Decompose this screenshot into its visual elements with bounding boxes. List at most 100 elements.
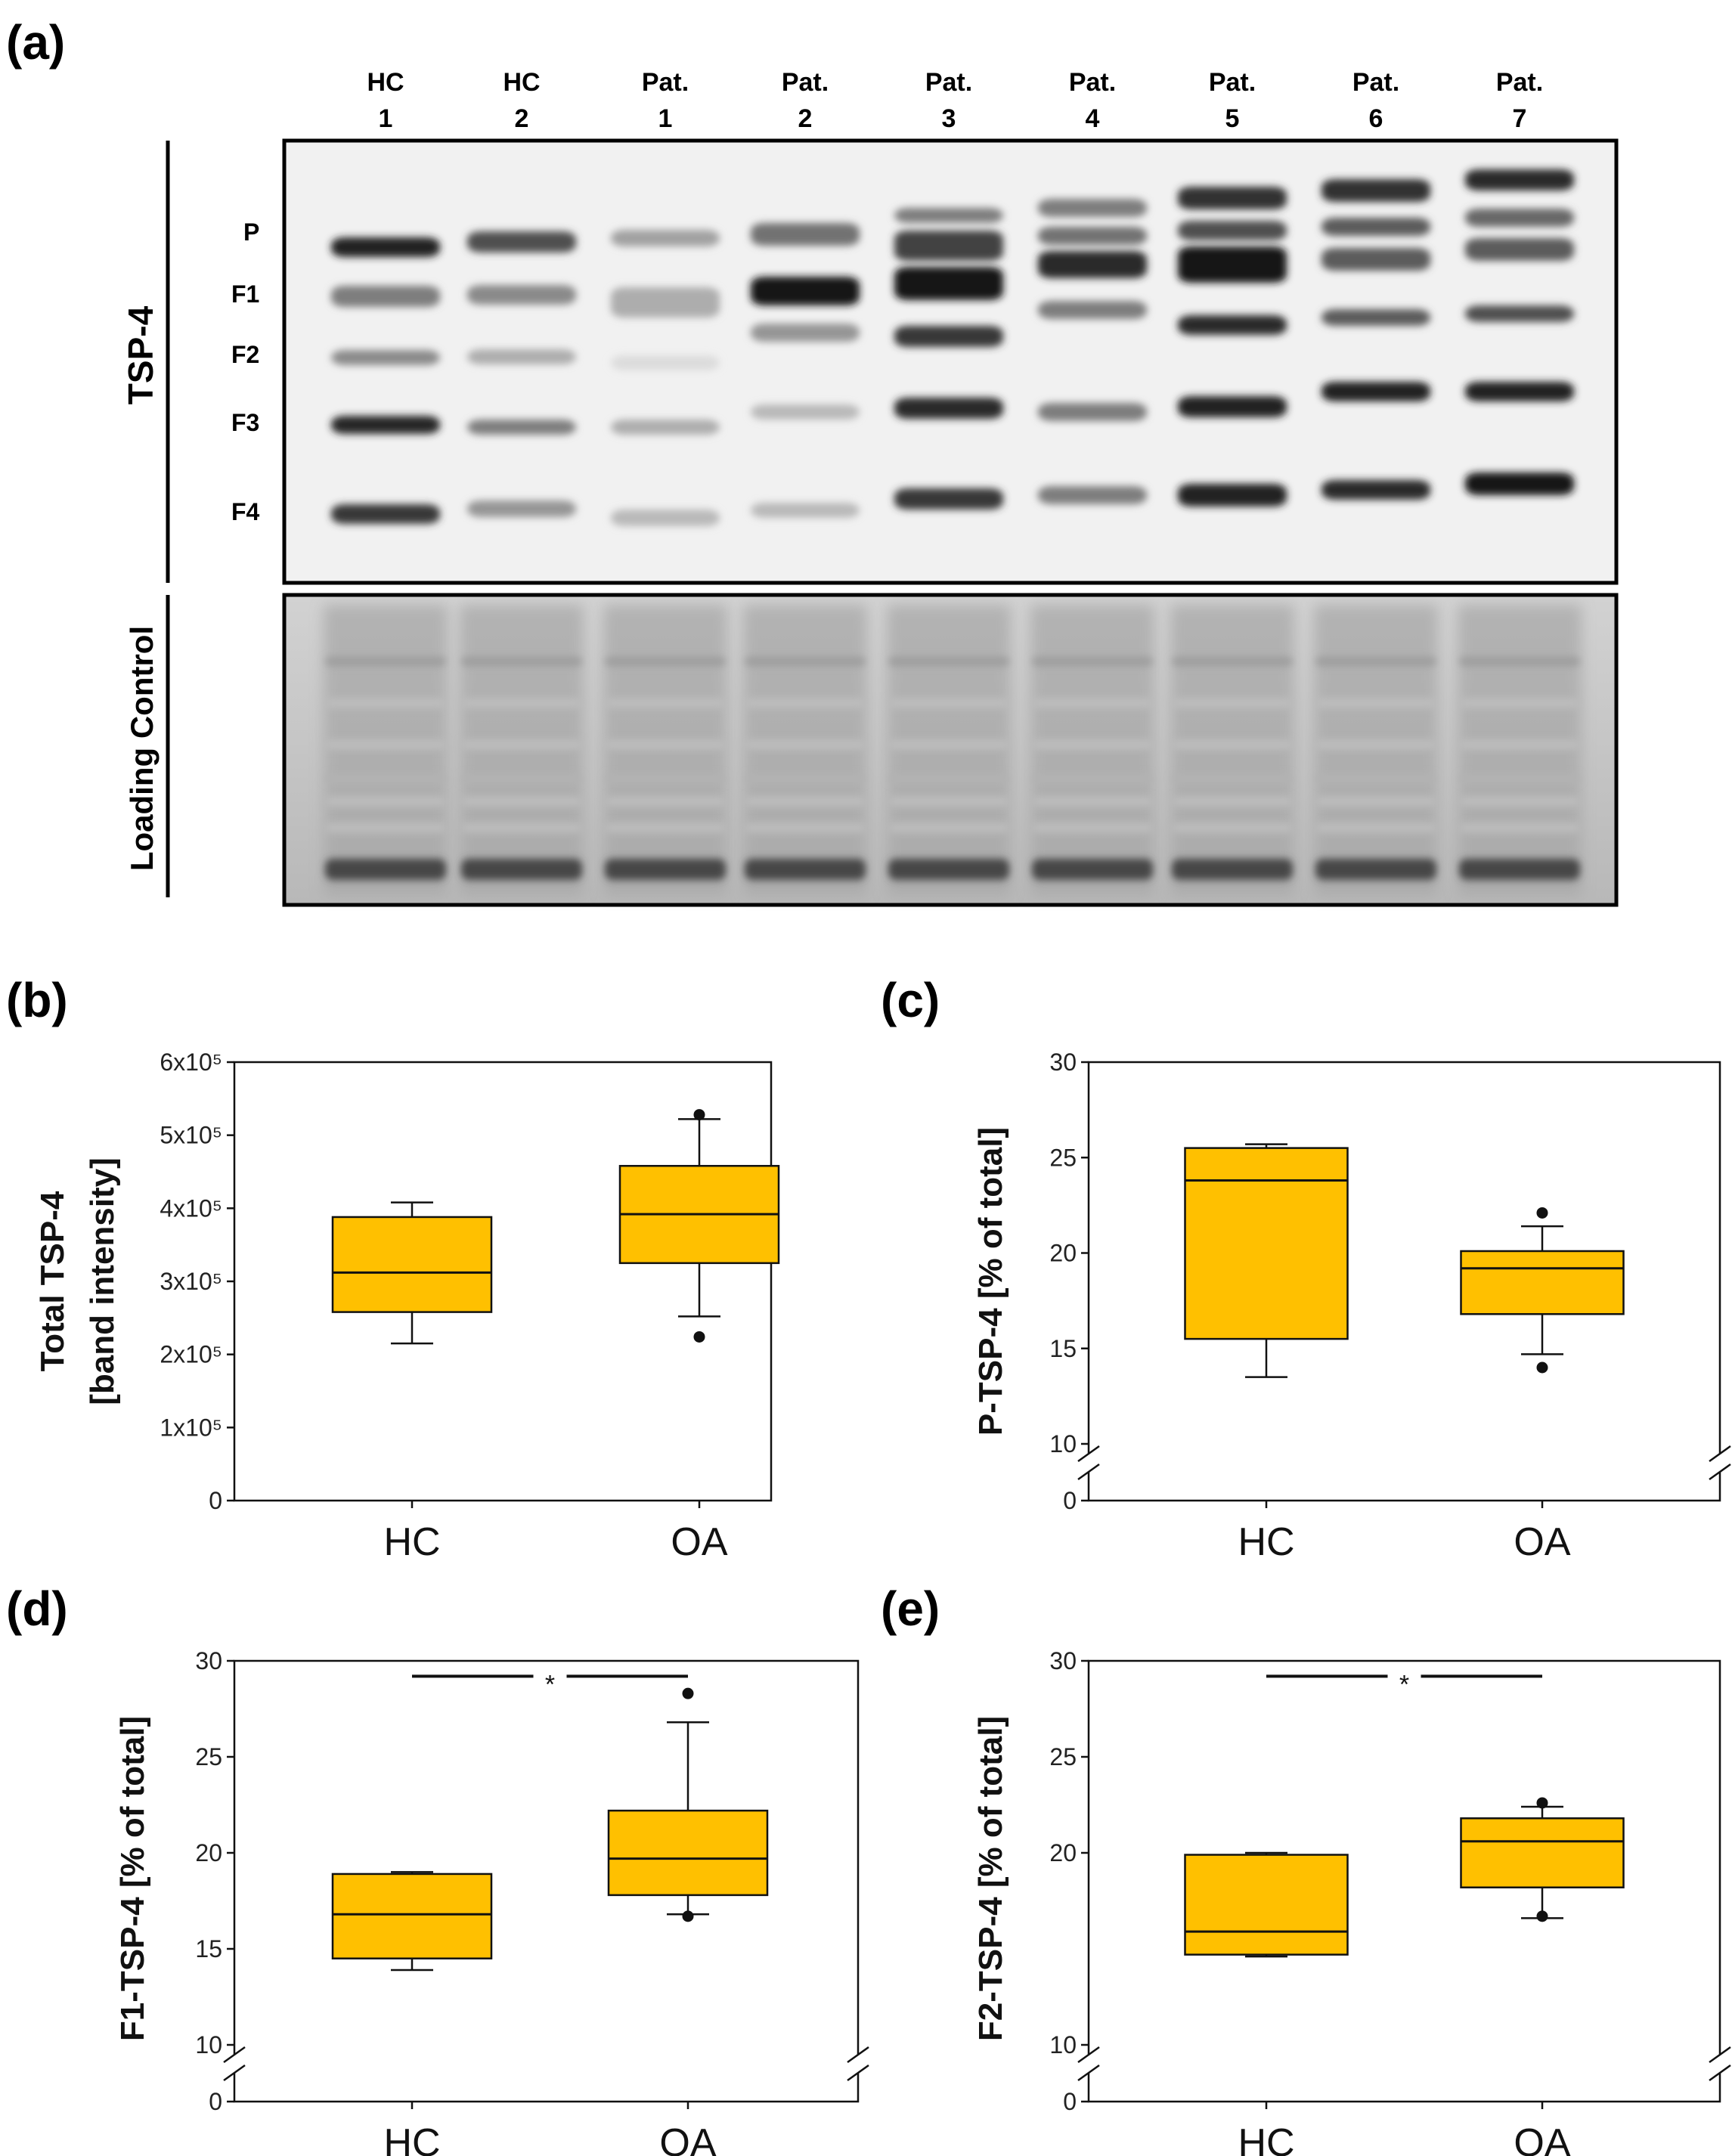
outlier-point xyxy=(682,1910,694,1922)
loading-control-band xyxy=(1459,823,1580,832)
loading-control-band xyxy=(745,657,866,666)
loading-control-band xyxy=(1172,797,1293,806)
y-tick-label: 20 xyxy=(1049,1240,1077,1267)
tsp4-band xyxy=(331,504,440,524)
box-oa xyxy=(1460,1250,1625,1315)
tsp4-band xyxy=(1038,251,1147,278)
tsp4-band xyxy=(611,230,720,246)
y-tick-label: 30 xyxy=(1049,1647,1077,1674)
band-label-f3: F3 xyxy=(231,409,259,436)
lane-label-group: HC xyxy=(503,68,540,97)
panel-label-c: (c) xyxy=(881,973,940,1027)
y-tick-label: 2x10⁵ xyxy=(160,1341,222,1368)
loading-control-band xyxy=(745,774,866,783)
axis-break-mark xyxy=(1709,2064,1731,2082)
loading-control-band xyxy=(745,699,866,708)
chart-c: (c) 0 10 15 20 25 30 HC OA P-TSP-4 [% of total] xyxy=(881,973,1731,1564)
loading-control-band xyxy=(1032,797,1153,806)
y-axis-label: Total TSP-4 xyxy=(34,1191,71,1371)
outlier-point xyxy=(1536,1910,1548,1922)
band-label-p: P xyxy=(243,218,259,246)
panel-label-d: (d) xyxy=(6,1581,68,1636)
y-tick-label: 10 xyxy=(1049,1430,1077,1457)
loading-control-band xyxy=(461,774,582,783)
tsp4-band xyxy=(1321,382,1430,401)
loading-control-band xyxy=(605,797,726,806)
loading-control-band xyxy=(1032,699,1153,708)
panel-label-b: (b) xyxy=(6,973,68,1027)
lane-label-number: 7 xyxy=(1513,104,1527,133)
y-tick-label: 10 xyxy=(1049,2031,1077,2058)
tsp4-band xyxy=(1038,403,1147,421)
axis-break-mark xyxy=(223,2064,246,2082)
tsp4-band xyxy=(894,398,1003,419)
tsp4-band xyxy=(1038,199,1147,217)
significance-star: * xyxy=(545,1670,555,1699)
tsp4-band xyxy=(1321,218,1430,236)
tsp4-band xyxy=(1178,484,1287,506)
loading-control-band xyxy=(1315,740,1436,749)
lane-label-group: Pat. xyxy=(782,68,829,97)
tsp4-band xyxy=(611,420,720,435)
y-tick-label: 0 xyxy=(209,1487,222,1514)
box-oa xyxy=(607,1809,769,1897)
band-label-f1: F1 xyxy=(231,280,259,308)
plot-frame xyxy=(233,1061,773,1502)
y-tick-label: 0 xyxy=(209,2088,222,2115)
lane-label-number: 5 xyxy=(1225,104,1240,133)
loading-control-band xyxy=(1172,859,1293,880)
loading-control-band xyxy=(1459,774,1580,783)
y-tick-label: 30 xyxy=(195,1647,222,1674)
loading-control-lane xyxy=(603,605,727,896)
tsp4-band xyxy=(1038,486,1147,504)
lane-label-number: 1 xyxy=(658,104,673,133)
y-tick-label: 15 xyxy=(1049,1335,1077,1362)
plot-frame-upper xyxy=(233,1659,860,2055)
loading-control-band xyxy=(1032,657,1153,666)
tsp4-band xyxy=(331,237,440,257)
tsp4-band xyxy=(467,349,576,364)
tsp4-band xyxy=(894,231,1003,261)
x-category-label: HC xyxy=(1238,1520,1294,1564)
loading-control-band xyxy=(888,859,1009,880)
axis-break-mark xyxy=(847,2064,869,2082)
panel-label-e: (e) xyxy=(881,1581,940,1636)
loading-control-band xyxy=(745,740,866,749)
plot-frame-upper xyxy=(1087,1061,1721,1454)
y-axis-label: F2-TSP-4 [% of total] xyxy=(972,1716,1009,2041)
y-tick-label: 15 xyxy=(195,1935,222,1962)
loading-control-band xyxy=(461,740,582,749)
loading-control-band xyxy=(1032,774,1153,783)
loading-control-band xyxy=(461,797,582,806)
loading-control-band xyxy=(461,699,582,708)
y-tick-label: 25 xyxy=(1049,1144,1077,1171)
loading-control-lane xyxy=(743,605,867,896)
axis-break-mark xyxy=(1077,2046,1100,2064)
chart-d: (d) 0 10 15 20 25 30 HC OA F1-TSP-4 [% of total] * xyxy=(6,1581,869,2156)
box-plot-charts: (b) 0 1x10⁵ 2x10⁵ 3x10⁵ 4x10⁵ 5x10⁵ 6x10⁵ HC OA To… xyxy=(6,973,1731,2156)
axis-break-mark xyxy=(847,2046,869,2064)
plot-frame-lower xyxy=(1087,2073,1721,2103)
loading-control-band xyxy=(325,774,446,783)
x-category-label: HC xyxy=(383,2121,440,2156)
loading-control-band xyxy=(461,859,582,880)
loading-control-band xyxy=(1172,823,1293,832)
x-category-label: OA xyxy=(1514,1520,1570,1564)
loading-control-band xyxy=(605,657,726,666)
lane-label-group: Pat. xyxy=(1496,68,1543,97)
y-tick-label: 5x10⁵ xyxy=(160,1122,222,1149)
loading-control-band xyxy=(745,823,866,832)
tsp4-band xyxy=(1321,179,1430,202)
band-label-f4: F4 xyxy=(231,498,260,525)
tsp4-band xyxy=(1465,238,1574,261)
tsp4-band xyxy=(751,404,860,420)
band-label-f2: F2 xyxy=(231,341,259,368)
loading-control-band xyxy=(888,740,1009,749)
tsp4-band xyxy=(1178,396,1287,417)
lane-label-number: 6 xyxy=(1369,104,1383,133)
tsp4-band xyxy=(1178,187,1287,209)
loading-control-band xyxy=(888,797,1009,806)
tsp4-band xyxy=(611,287,720,318)
tsp4-band xyxy=(1465,472,1574,495)
